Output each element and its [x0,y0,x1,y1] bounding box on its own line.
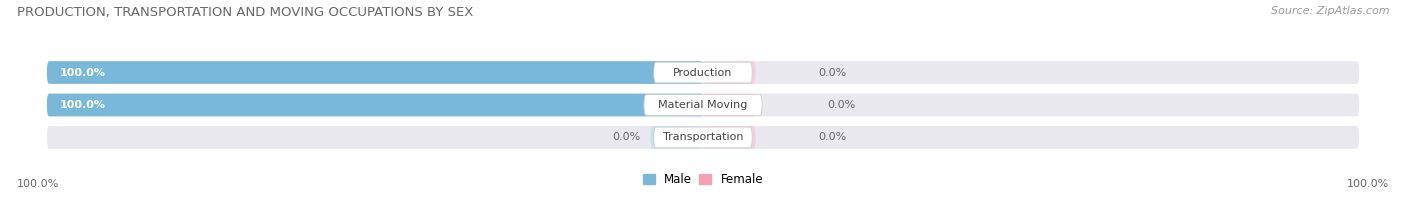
Text: 100.0%: 100.0% [60,68,105,78]
FancyBboxPatch shape [46,61,1360,84]
Text: PRODUCTION, TRANSPORTATION AND MOVING OCCUPATIONS BY SEX: PRODUCTION, TRANSPORTATION AND MOVING OC… [17,6,474,19]
FancyBboxPatch shape [46,94,1360,116]
FancyBboxPatch shape [46,94,703,116]
FancyBboxPatch shape [654,62,752,83]
Legend: Male, Female: Male, Female [638,169,768,191]
FancyBboxPatch shape [46,61,703,84]
Text: 0.0%: 0.0% [818,132,846,142]
FancyBboxPatch shape [644,95,762,115]
FancyBboxPatch shape [651,126,703,149]
FancyBboxPatch shape [46,126,1360,149]
Text: 0.0%: 0.0% [828,100,856,110]
Text: Source: ZipAtlas.com: Source: ZipAtlas.com [1271,6,1389,16]
Text: 100.0%: 100.0% [60,100,105,110]
Text: 100.0%: 100.0% [17,179,59,189]
FancyBboxPatch shape [703,61,755,84]
Text: Transportation: Transportation [662,132,744,142]
Text: Production: Production [673,68,733,78]
FancyBboxPatch shape [703,126,755,149]
Text: Material Moving: Material Moving [658,100,748,110]
Text: 100.0%: 100.0% [1347,179,1389,189]
Text: 0.0%: 0.0% [818,68,846,78]
Text: 0.0%: 0.0% [613,132,641,142]
FancyBboxPatch shape [703,94,755,116]
FancyBboxPatch shape [654,127,752,148]
